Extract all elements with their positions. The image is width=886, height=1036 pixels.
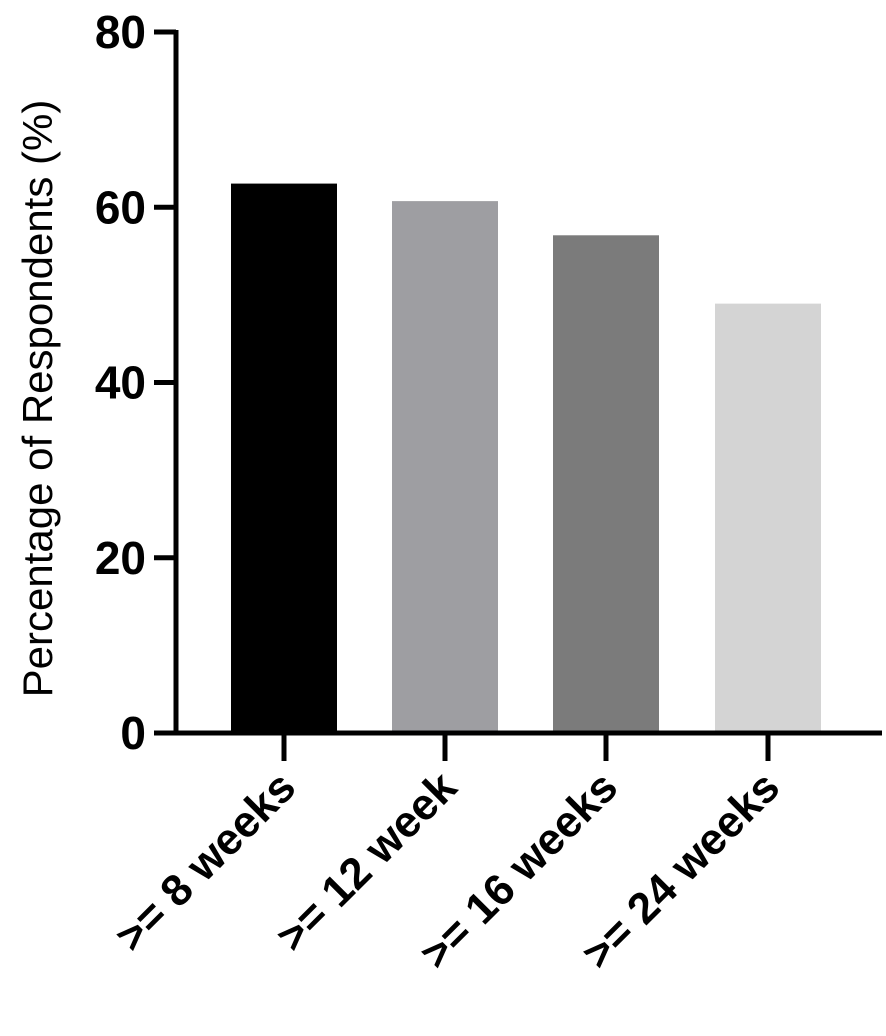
y-axis-title: Percentage of Respondents (%) bbox=[14, 100, 61, 698]
x-ticks-group: >= 8 weeks>= 12 week>= 16 weeks>= 24 wee… bbox=[106, 733, 789, 979]
y-tick-label: 20 bbox=[95, 532, 146, 584]
y-tick-label: 40 bbox=[95, 357, 146, 409]
bar bbox=[231, 183, 337, 733]
y-tick-label: 60 bbox=[95, 181, 146, 233]
bars-group bbox=[231, 183, 821, 734]
y-ticks-group: 0 20 40 60 80 bbox=[95, 6, 176, 759]
bar bbox=[392, 201, 498, 733]
y-tick-label: 80 bbox=[95, 6, 146, 58]
bar bbox=[715, 303, 821, 733]
bar bbox=[553, 235, 659, 734]
y-tick-label: 0 bbox=[120, 707, 146, 759]
